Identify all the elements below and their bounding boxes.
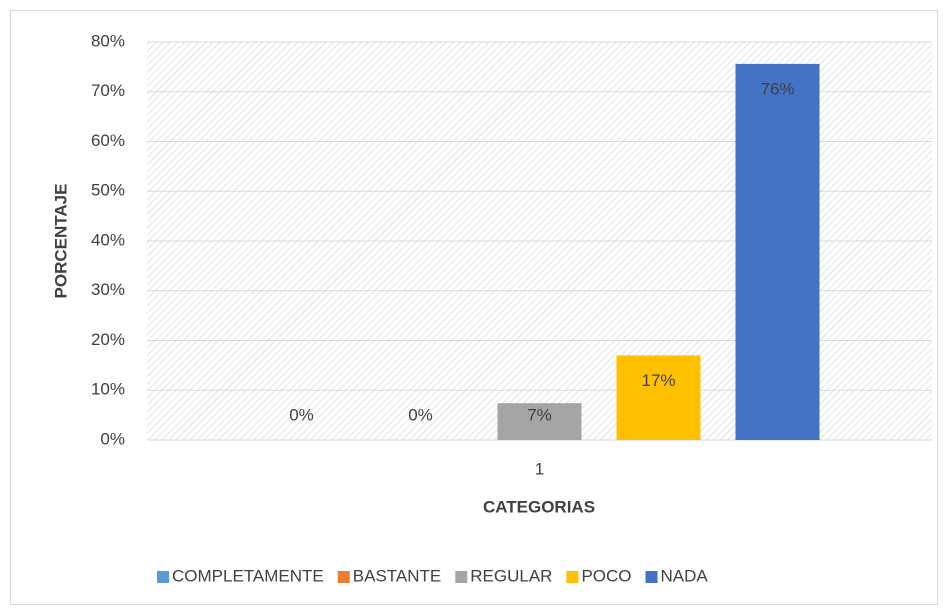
x-axis-title: CATEGORIAS xyxy=(483,497,595,516)
y-tick-label: 20% xyxy=(91,330,125,349)
legend-swatch xyxy=(566,571,579,583)
bar xyxy=(735,63,820,440)
y-tick-label: 80% xyxy=(91,31,125,50)
legend-label: COMPLETAMENTE xyxy=(172,566,324,585)
data-label: 0% xyxy=(289,405,314,424)
data-label: 0% xyxy=(408,405,433,424)
legend-label: POCO xyxy=(581,566,631,585)
y-tick-label: 60% xyxy=(91,131,125,150)
y-tick-label: 70% xyxy=(91,81,125,100)
data-label: 17% xyxy=(641,371,675,390)
x-tick-label: 1 xyxy=(535,459,544,478)
y-tick-label: 50% xyxy=(91,181,125,200)
y-tick-label: 10% xyxy=(91,380,125,399)
legend-label: NADA xyxy=(661,566,709,585)
legend-swatch xyxy=(157,571,169,583)
data-label: 76% xyxy=(760,79,794,98)
legend-label: BASTANTE xyxy=(353,566,441,585)
legend-swatch xyxy=(455,571,468,583)
data-label: 7% xyxy=(527,405,552,424)
legend-swatch xyxy=(645,571,658,583)
y-axis-title: PORCENTAJE xyxy=(51,184,70,299)
bar xyxy=(616,355,701,440)
legend-label: REGULAR xyxy=(470,566,552,585)
y-tick-label: 0% xyxy=(100,429,125,448)
bar xyxy=(497,403,582,440)
legend-swatch xyxy=(337,571,350,583)
y-tick-label: 40% xyxy=(91,230,125,249)
y-tick-label: 30% xyxy=(91,280,125,299)
